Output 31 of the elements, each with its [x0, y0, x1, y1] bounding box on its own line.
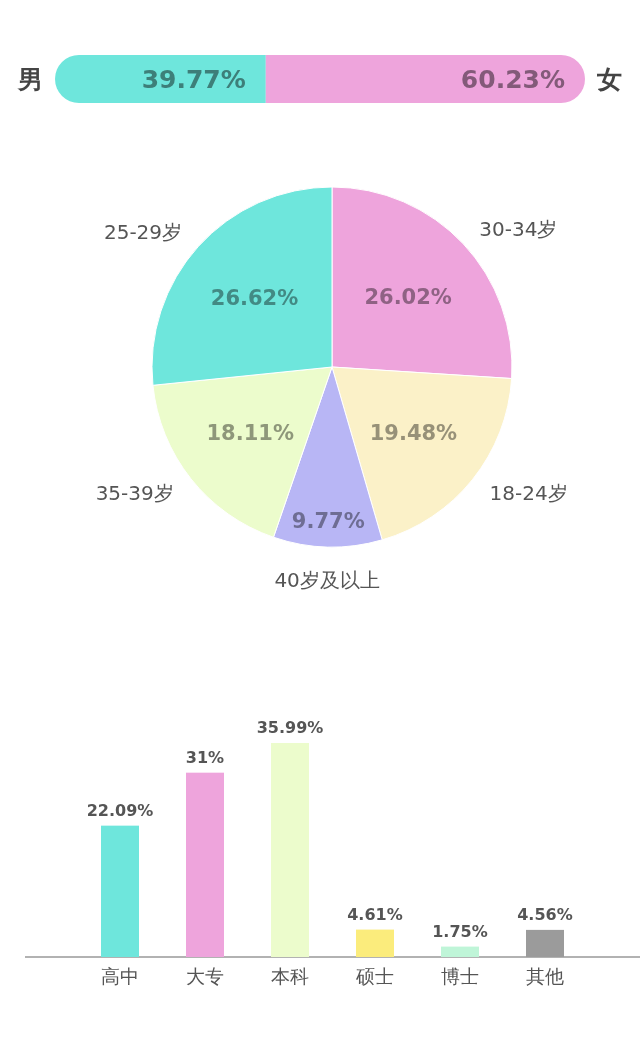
- series-label: 女: [596, 65, 622, 94]
- data-label: 19.48%: [369, 421, 458, 446]
- bar: [271, 743, 309, 957]
- x-tick-label: 本科: [271, 965, 309, 987]
- x-tick-label: 硕士: [355, 965, 394, 987]
- x-tick-label: 其他: [526, 965, 564, 987]
- bar: [441, 946, 479, 957]
- bar: [101, 825, 139, 957]
- slice-label: 25-29岁: [103, 219, 183, 244]
- data-label: 1.75%: [432, 921, 488, 941]
- data-label: 4.61%: [347, 904, 403, 924]
- slice-label: 18-24岁: [489, 481, 568, 506]
- data-label: 18.11%: [206, 420, 294, 445]
- slice-label: 35-39岁: [95, 480, 174, 505]
- data-label: 35.99%: [256, 718, 324, 737]
- data-label: 26.02%: [364, 284, 452, 309]
- slice-label: 30-34岁: [479, 216, 558, 241]
- data-label: 22.09%: [86, 800, 154, 820]
- data-label: 9.77%: [291, 508, 365, 533]
- bar: [356, 929, 394, 957]
- x-tick-label: 大专: [186, 965, 224, 987]
- data-label: 4.56%: [517, 904, 573, 924]
- bar: [186, 772, 224, 957]
- x-tick-label: 高中: [101, 965, 139, 987]
- data-label: 60.23%: [460, 65, 565, 94]
- x-tick-label: 博士: [441, 965, 479, 987]
- slice-label: 40岁及以上: [274, 567, 380, 592]
- series-label: 男: [17, 65, 43, 94]
- data-label: 39.77%: [141, 65, 246, 94]
- data-label: 26.62%: [210, 286, 299, 311]
- data-label: 31%: [185, 747, 225, 767]
